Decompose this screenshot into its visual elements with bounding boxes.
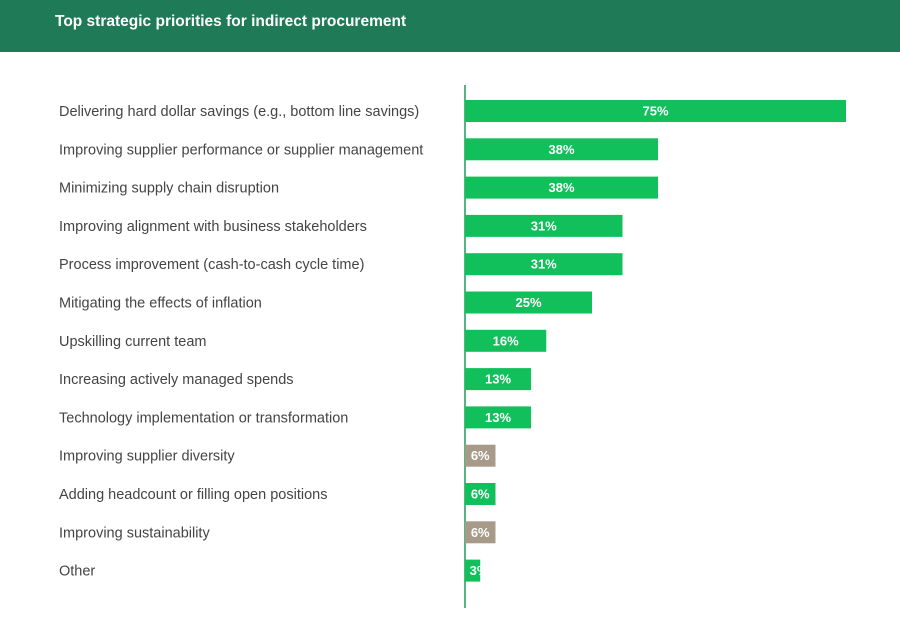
bar	[465, 406, 532, 429]
chart-title: Top strategic priorities for indirect pr…	[55, 13, 407, 30]
category-label: Other	[59, 564, 95, 580]
bar	[465, 214, 623, 237]
category-label: Process improvement (cash-to-cash cycle …	[59, 257, 364, 273]
category-label: Improving alignment with business stakeh…	[59, 219, 367, 235]
value-label: 6%	[471, 525, 490, 540]
value-label: 6%	[471, 487, 490, 502]
category-label: Upskilling current team	[59, 334, 206, 350]
value-label: 16%	[493, 333, 519, 348]
bar	[465, 100, 846, 122]
category-label: Delivering hard dollar savings (e.g., bo…	[59, 104, 419, 120]
category-label: Minimizing supply chain disruption	[59, 181, 279, 197]
value-label: 75%	[642, 104, 668, 119]
category-label: Improving sustainability	[59, 525, 210, 541]
value-label: 13%	[485, 372, 511, 387]
bar	[465, 329, 547, 352]
value-label: 38%	[549, 142, 575, 157]
category-label: Technology implementation or transformat…	[59, 410, 348, 426]
bar	[465, 138, 659, 161]
bar	[465, 521, 496, 544]
bar	[465, 483, 496, 505]
chart-header: Top strategic priorities for indirect pr…	[0, 0, 900, 52]
value-label: 25%	[515, 295, 541, 310]
bar	[465, 253, 623, 276]
bar	[465, 368, 532, 391]
category-label: Improving supplier diversity	[59, 449, 235, 465]
category-label: Improving supplier performance or suppli…	[59, 142, 423, 158]
bar	[465, 291, 592, 314]
value-label: 38%	[549, 180, 575, 195]
value-label: 3%	[470, 563, 489, 578]
value-label: 31%	[531, 218, 557, 233]
bar	[465, 176, 659, 199]
value-label: 6%	[471, 448, 490, 463]
bar	[465, 559, 481, 582]
value-label: 31%	[531, 257, 557, 272]
category-label: Increasing actively managed spends	[59, 372, 294, 388]
value-label: 13%	[485, 410, 511, 425]
bar	[465, 444, 496, 467]
category-label: Mitigating the effects of inflation	[59, 296, 262, 312]
category-label: Adding headcount or filling open positio…	[59, 487, 327, 503]
